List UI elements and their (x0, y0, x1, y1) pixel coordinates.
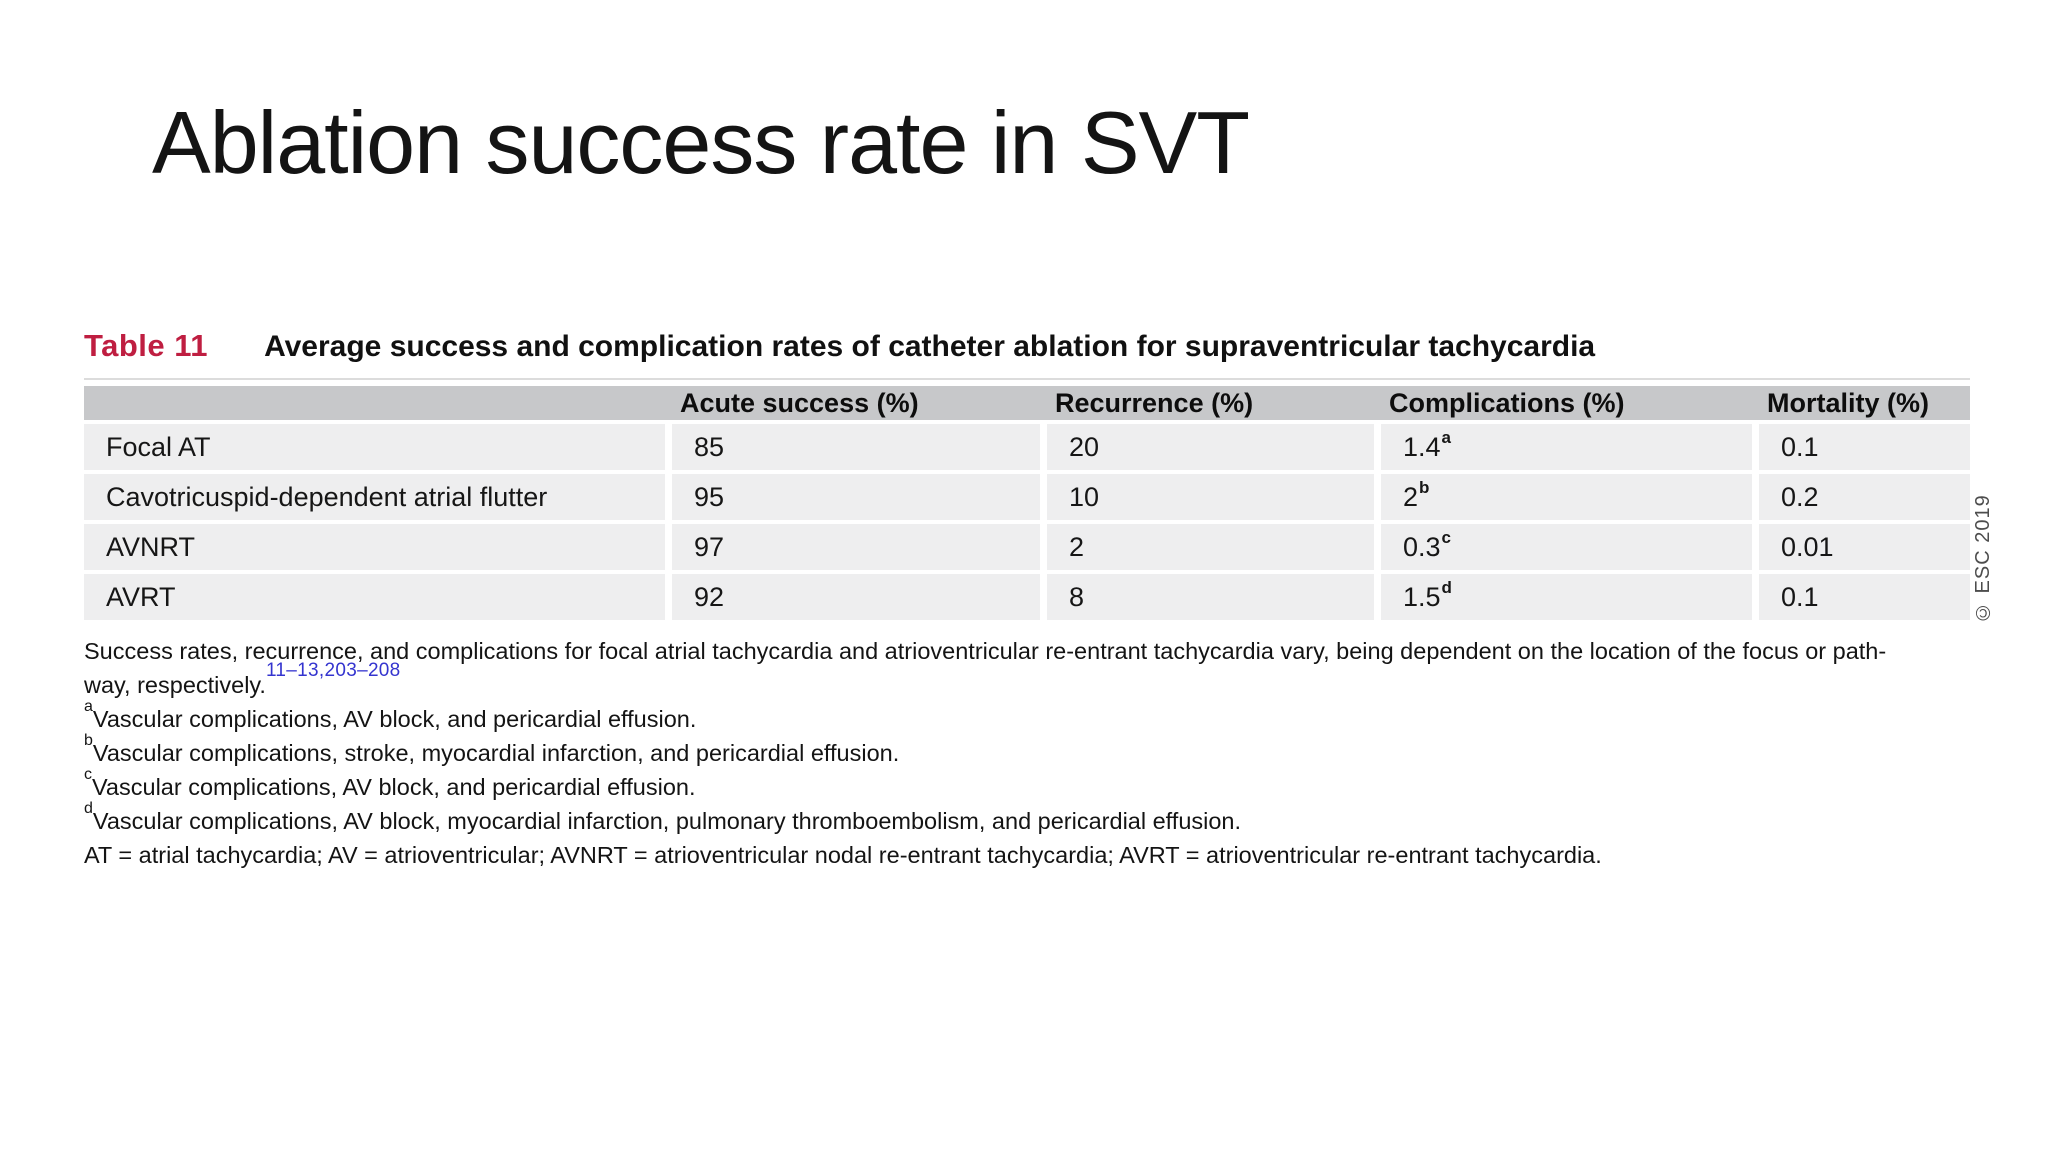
table-caption-text: Average success and complication rates o… (264, 330, 1596, 363)
table-row: AVRT 92 8 1.5 d 0.1 (84, 574, 1970, 620)
cell-recurrence: 8 (1047, 574, 1374, 620)
table-row: Cavotricuspid-dependent atrial flutter 95… (84, 474, 1970, 520)
notes-paragraph-line2: way, respectively.11–13,203–208 (84, 661, 1974, 702)
footnote: dVascular complications, AV block, myoca… (84, 800, 1242, 834)
cell-acute-success: 92 (672, 574, 1040, 620)
data-table: Acute success (%) Recurrence (%) Complic… (84, 386, 1970, 620)
table-number-label: Table 11 (84, 328, 209, 363)
footnote: bVascular complications, stroke, myocard… (84, 732, 900, 766)
cell-mortality: 0.1 (1759, 424, 1970, 470)
row-label: AVRT (84, 574, 665, 620)
notes-paragraph-line1: Success rates, recurrence, and complicat… (84, 638, 1887, 664)
footnote-marker: c (84, 766, 92, 784)
cell-complications: 1.4 a (1381, 424, 1752, 470)
cell-acute-success: 85 (672, 424, 1040, 470)
table-row: AVNRT 97 2 0.3 c 0.01 (84, 524, 1970, 570)
column-header-complications: Complications (%) (1389, 387, 1625, 418)
reference-superscript: 11–13,203–208 (265, 660, 401, 682)
footnote-marker: d (84, 800, 93, 818)
row-label: Focal AT (84, 424, 665, 470)
row-label: AVNRT (84, 524, 665, 570)
cell-complications: 1.5 d (1381, 574, 1752, 620)
row-label: Cavotricuspid-dependent atrial flutter (84, 474, 665, 520)
table-body: Focal AT 85 20 1.4 a 0.1 Cavotricuspid-depende… (84, 424, 1970, 620)
cell-mortality: 0.2 (1759, 474, 1970, 520)
footnote-list: aVascular complications, AV block, and p… (84, 698, 1974, 838)
table-notes: Success rates, recurrence, and complicat… (84, 634, 1974, 872)
table-caption: Table 11 Average success and complicatio… (84, 328, 1595, 364)
column-header-recurrence: Recurrence (%) (1055, 387, 1254, 418)
table-row: Focal AT 85 20 1.4 a 0.1 (84, 424, 1970, 470)
page-title: Ablation success rate in SVT (152, 93, 1250, 192)
footnote-marker: b (84, 732, 93, 750)
cell-recurrence: 2 (1047, 524, 1374, 570)
cell-mortality: 0.1 (1759, 574, 1970, 620)
table-header-row: Acute success (%) Recurrence (%) Complic… (84, 386, 1970, 420)
column-header-mortality: Mortality (%) (1767, 387, 1929, 418)
cell-acute-success: 95 (672, 474, 1040, 520)
footnote-marker: a (84, 698, 93, 716)
cell-recurrence: 10 (1047, 474, 1374, 520)
table-top-divider (84, 378, 1970, 380)
cell-mortality: 0.01 (1759, 524, 1970, 570)
footnote: aVascular complications, AV block, and p… (84, 698, 697, 732)
cell-acute-success: 97 (672, 524, 1040, 570)
column-header-acute-success: Acute success (%) (680, 387, 919, 418)
footnote: cVascular complications, AV block, and p… (84, 766, 696, 800)
cell-complications: 0.3 c (1381, 524, 1752, 570)
notes-paragraph-line2-text: way, respectively. (84, 672, 266, 698)
cell-recurrence: 20 (1047, 424, 1374, 470)
esc-copyright-watermark: © ESC 2019 (1972, 494, 1994, 623)
abbreviations-line: AT = atrial tachycardia; AV = atrioventr… (84, 842, 1602, 868)
